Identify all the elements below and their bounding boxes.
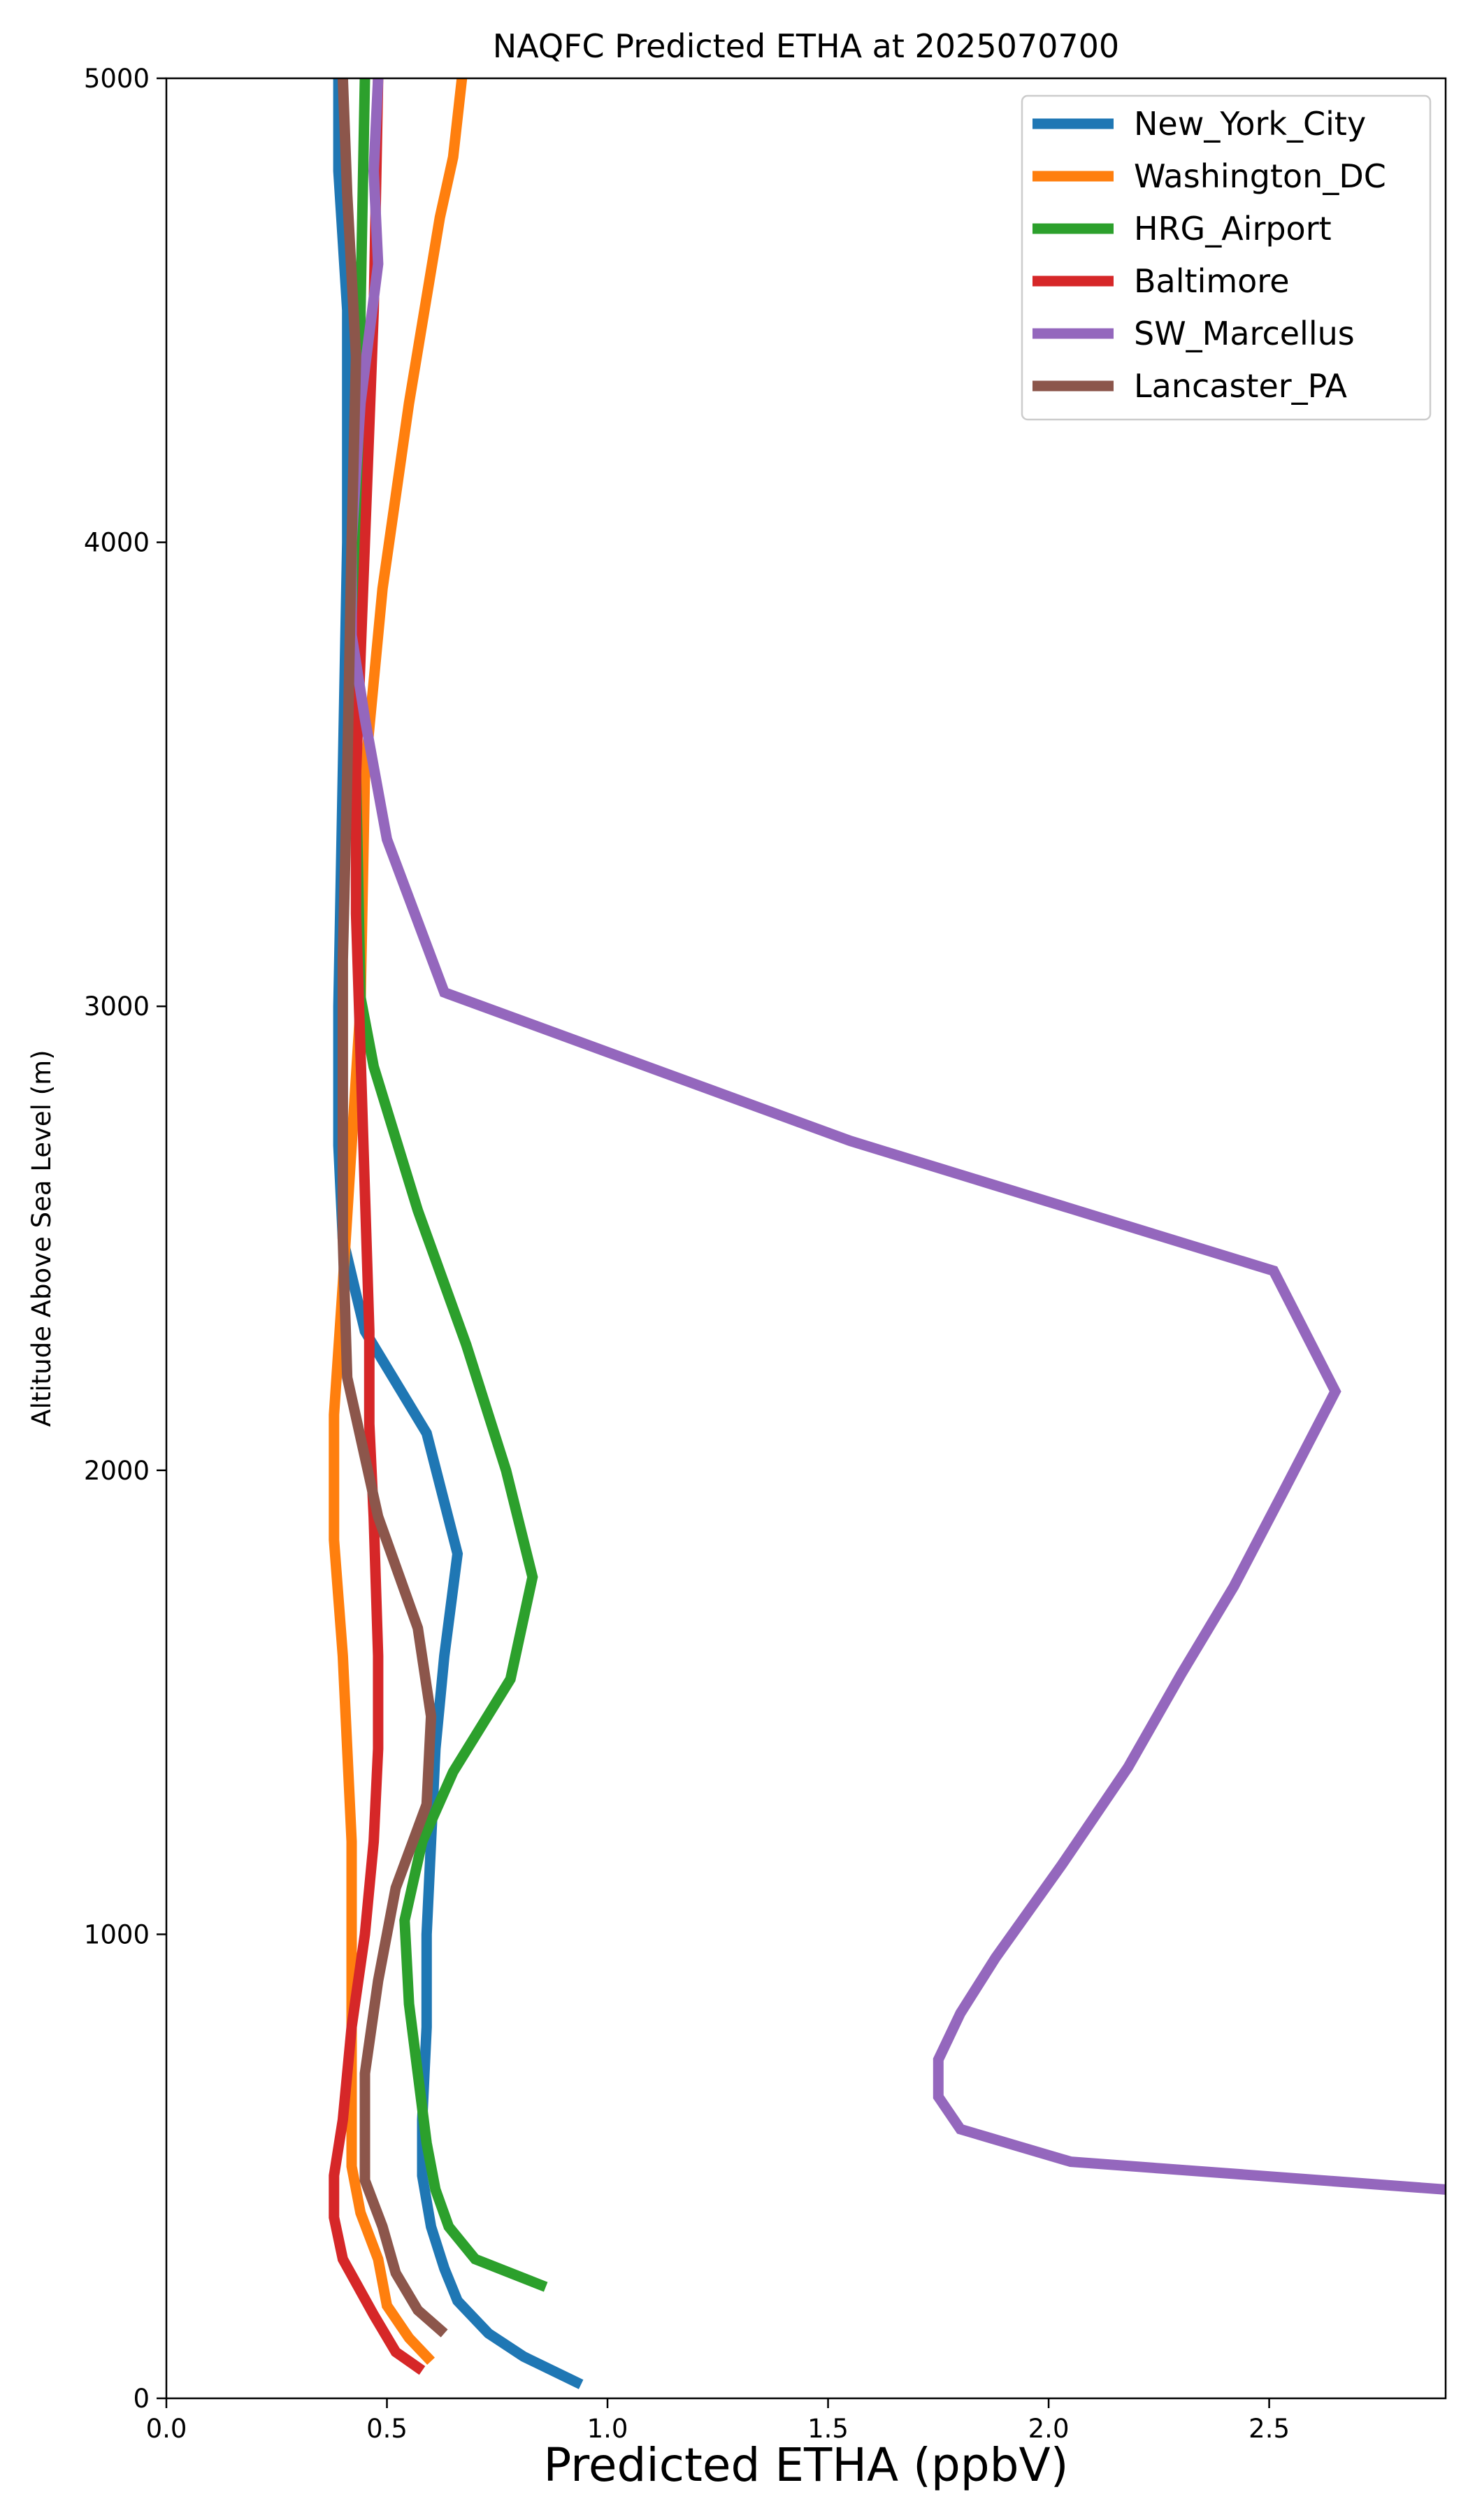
y-tick-label: 3000 bbox=[84, 991, 150, 1022]
legend-box bbox=[1021, 94, 1432, 421]
legend-label: SW_Marcellus bbox=[1134, 315, 1355, 352]
legend-label: New_York_City bbox=[1134, 105, 1366, 143]
y-tick-label: 5000 bbox=[84, 64, 150, 94]
x-axis: 0.0 0.5 1.0 1.5 2.0 2.5 bbox=[146, 2398, 1290, 2444]
x-tick-label: 1.0 bbox=[587, 2414, 628, 2444]
legend-label: HRG_Airport bbox=[1134, 210, 1332, 248]
y-axis: 0 1000 2000 3000 4000 5000 bbox=[84, 64, 166, 2414]
x-tick-label: 1.5 bbox=[807, 2414, 849, 2444]
chart-title: NAQFC Predicted ETHA at 2025070700 bbox=[493, 27, 1119, 65]
series-line-lancaster-pa bbox=[337, 78, 448, 2338]
series-line-baltimore bbox=[329, 78, 426, 2375]
x-tick-label: 2.5 bbox=[1248, 2414, 1290, 2444]
series-line-washington-dc bbox=[329, 78, 468, 2365]
y-tick-label: 4000 bbox=[84, 528, 150, 558]
y-tick-label: 2000 bbox=[84, 1456, 150, 1486]
plot-frame bbox=[165, 77, 1447, 2400]
legend-label: Lancaster_PA bbox=[1134, 367, 1347, 405]
x-tick-label: 0.0 bbox=[146, 2414, 187, 2444]
y-tick-label: 1000 bbox=[84, 1919, 150, 1949]
legend: New_York_City Washington_DC HRG_Airport Bal… bbox=[1021, 94, 1432, 421]
plot-area bbox=[329, 78, 1446, 2389]
x-tick-label: 2.0 bbox=[1028, 2414, 1070, 2444]
y-tick-label: 0 bbox=[133, 2384, 150, 2414]
x-axis-label: Predicted ETHA (ppbV) bbox=[544, 2438, 1069, 2492]
legend-label: Washington_DC bbox=[1134, 157, 1386, 195]
x-tick-label: 0.5 bbox=[366, 2414, 408, 2444]
legend-label: Baltimore bbox=[1134, 262, 1290, 300]
y-axis-label: Altitude Above Sea Level (m) bbox=[27, 1050, 57, 1426]
